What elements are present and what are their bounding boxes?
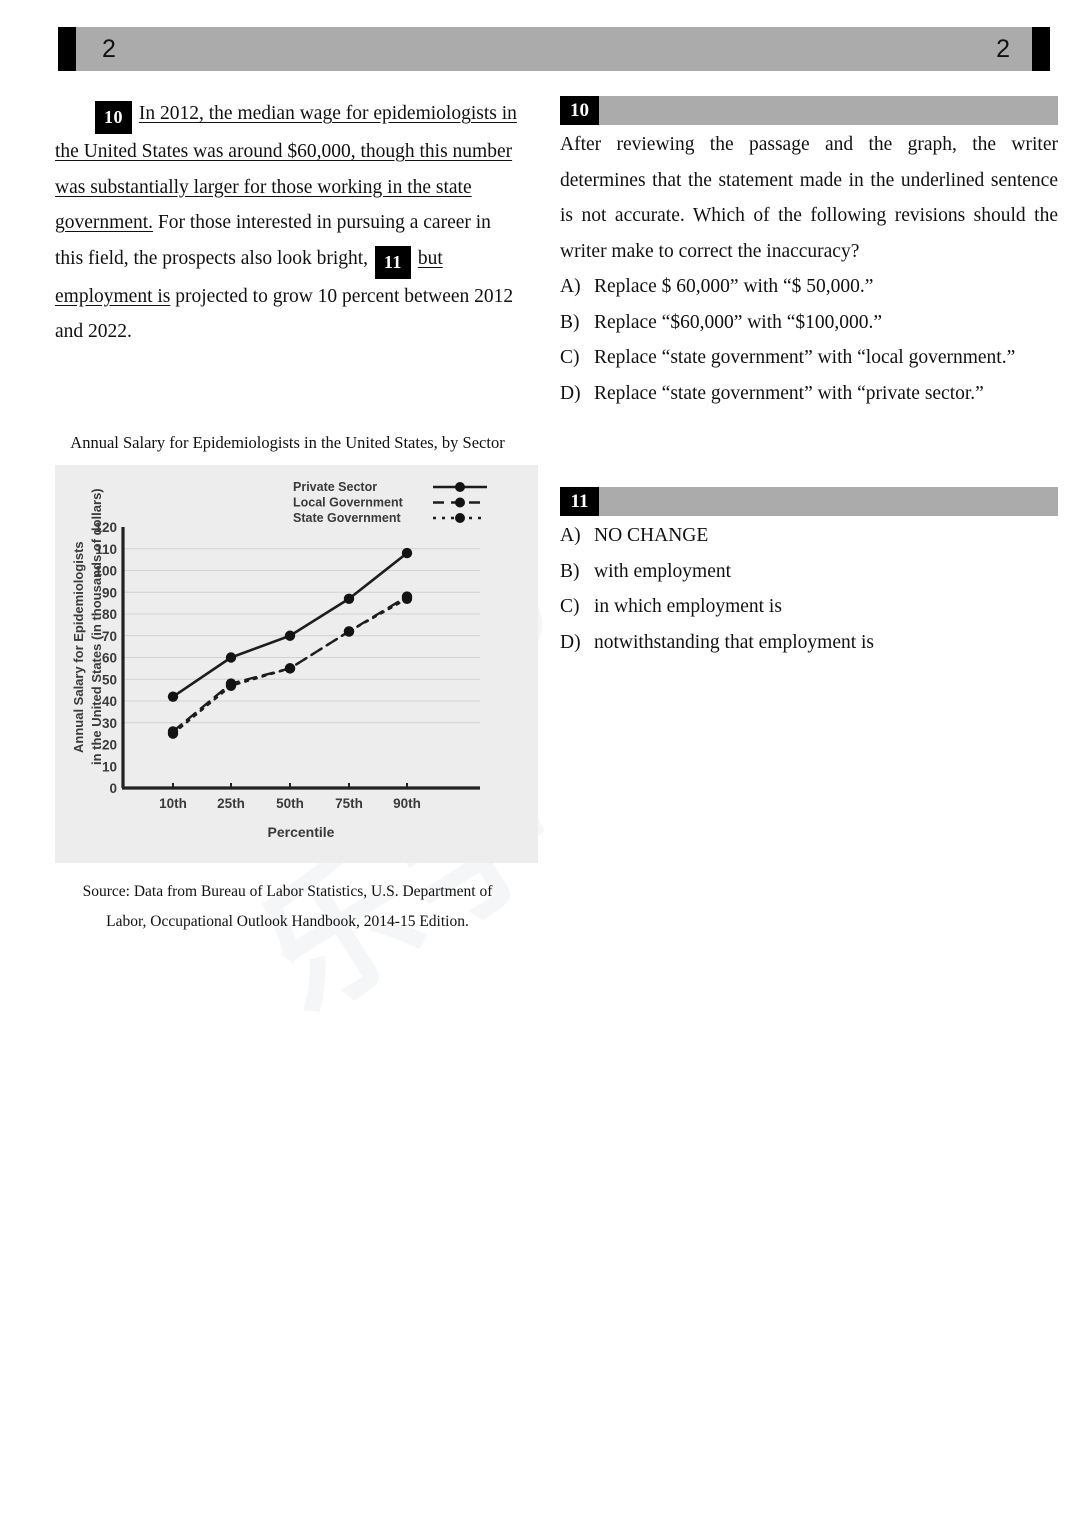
data-point: [401, 547, 413, 559]
choice-10-b[interactable]: B) Replace “$60,000” with “$100,000.”: [560, 305, 1058, 341]
choice-10-c-text: Replace “state government” with “local g…: [594, 347, 1016, 368]
figure: Annual Salary for Epidemiologists in the…: [55, 432, 538, 938]
data-point: [401, 593, 413, 604]
choice-10-a-text: Replace $ 60,000” with “$ 50,000.”: [594, 276, 874, 297]
figure-source: Source: Data from Bureau of Labor Statis…: [82, 882, 493, 931]
y-axis-label-line1: Annual Salary for Epidemiologists: [71, 541, 86, 753]
x-tick-label: 10th: [159, 796, 187, 811]
choice-11-c[interactable]: C) in which employment is: [560, 589, 1058, 625]
question-10-header-bar: [599, 96, 1058, 125]
header-bar: 2 2: [76, 27, 1032, 71]
y-tick-label: 60: [102, 650, 117, 665]
y-tick-label: 80: [102, 607, 117, 622]
salary-line-chart: 0 10 20 30 40 50 60 70 80 90 100 110 120 10th 25th 50t…: [71, 480, 487, 840]
question-spacer: [560, 411, 1058, 487]
legend-swatch-marker: [455, 497, 465, 508]
header-section-number-right: 2: [996, 34, 1010, 63]
choice-10-a[interactable]: A) Replace $ 60,000” with “$ 50,000.”: [560, 269, 1058, 305]
choice-10-c-letter: C): [560, 347, 580, 368]
choice-10-d-letter: D): [560, 382, 581, 404]
y-tick-label: 120: [94, 520, 117, 535]
passage-underlined-sentence-1: In 2012, the median wage for epidemiolog…: [55, 103, 517, 233]
choice-11-c-letter: C): [560, 596, 580, 617]
question-10-number: 10: [560, 96, 599, 125]
series-line: [171, 551, 409, 698]
data-point: [343, 593, 355, 604]
x-axis-label: Percentile: [268, 824, 335, 840]
x-tick-label: 50th: [276, 796, 304, 811]
x-tick-label: 25th: [217, 796, 245, 811]
data-point: [167, 691, 179, 702]
question-10-header: 10: [560, 96, 1058, 125]
choice-11-a[interactable]: A) NO CHANGE: [560, 518, 1058, 554]
legend-label: Local Government: [293, 495, 404, 509]
choice-11-d-letter: D): [560, 631, 581, 653]
legend-swatch-marker: [455, 512, 465, 523]
legend-swatch-marker: [455, 481, 465, 492]
choice-10-c[interactable]: C) Replace “state government” with “loca…: [560, 340, 1058, 376]
choice-11-a-letter: A): [560, 525, 581, 546]
page-header: 2 2: [58, 27, 1050, 71]
y-tick-label: 0: [109, 781, 117, 796]
choice-11-b-text: with employment: [594, 560, 732, 582]
choice-11-a-text: NO CHANGE: [594, 525, 709, 546]
figure-title: Annual Salary for Epidemiologists in the…: [70, 432, 505, 452]
passage-badge-11[interactable]: 11: [374, 245, 411, 279]
chart-panel: 0 10 20 30 40 50 60 70 80 90 100 110 120 10th 25th 50t…: [55, 464, 538, 863]
y-tick-label: 30: [102, 716, 117, 731]
question-10-stem: After reviewing the passage and the grap…: [560, 134, 1058, 262]
passage-plain-2: projected to grow 10 percent between 201…: [55, 285, 514, 343]
question-10-choices: A) Replace $ 60,000” with “$ 50,000.” B)…: [560, 269, 1058, 411]
data-point: [225, 652, 237, 663]
question-11-header: 11: [560, 487, 1058, 516]
passage-badge-10[interactable]: 10: [95, 101, 132, 134]
y-tick-label: 70: [102, 629, 117, 644]
question-11: 11 A) NO CHANGE B) with employment C) in…: [560, 487, 1058, 660]
choice-10-d-text: Replace “state government” with “private…: [594, 382, 984, 404]
passage-text: 10 In 2012, the median wage for epidemio…: [55, 96, 520, 350]
choice-10-b-letter: B): [560, 311, 580, 333]
legend-label: State Government: [293, 511, 402, 525]
choice-11-c-text: in which employment is: [594, 596, 782, 617]
right-column: 10 After reviewing the passage and the g…: [560, 96, 1058, 660]
x-tick-label: 75th: [335, 796, 363, 811]
choice-11-d-text: notwithstanding that employment is: [594, 631, 875, 653]
x-tick-label: 90th: [393, 796, 421, 811]
question-11-choices: A) NO CHANGE B) with employment C) in wh…: [560, 518, 1058, 660]
data-point: [343, 626, 355, 637]
y-tick-label: 90: [102, 585, 117, 600]
legend-label: Private Sector: [293, 480, 377, 494]
y-tick-label: 110: [95, 542, 117, 557]
y-axis-label-line2: in the United States (in thousands of do…: [89, 488, 104, 765]
y-tick-label: 100: [94, 563, 117, 578]
choice-11-b-letter: B): [560, 560, 580, 582]
data-point: [284, 663, 296, 674]
y-tick-label: 40: [102, 694, 117, 709]
header-section-number-left: 2: [102, 34, 116, 63]
header-left-cap: [58, 27, 76, 71]
left-column: 10 In 2012, the median wage for epidemio…: [55, 96, 538, 938]
y-tick-label: 20: [102, 737, 117, 752]
passage-underlined-sentence-2: but employment is: [55, 247, 443, 307]
data-point: [284, 630, 296, 641]
choice-10-a-letter: A): [560, 276, 581, 297]
choice-10-b-text: Replace “$60,000” with “$100,000.”: [594, 311, 883, 333]
passage-plain-1: For those interested in pursuing a caree…: [55, 212, 491, 269]
data-point: [225, 680, 237, 691]
choice-11-b[interactable]: B) with employment: [560, 554, 1058, 590]
question-11-header-bar: [599, 487, 1058, 516]
y-tick-label: 50: [102, 672, 117, 687]
choice-10-d[interactable]: D) Replace “state government” with “priv…: [560, 376, 1058, 412]
data-point: [167, 728, 179, 739]
header-right-cap: [1032, 27, 1050, 71]
choice-11-d[interactable]: D) notwithstanding that employment is: [560, 625, 1058, 661]
question-10: 10 After reviewing the passage and the g…: [560, 96, 1058, 411]
question-11-number: 11: [560, 487, 599, 516]
y-tick-label: 10: [102, 759, 117, 774]
